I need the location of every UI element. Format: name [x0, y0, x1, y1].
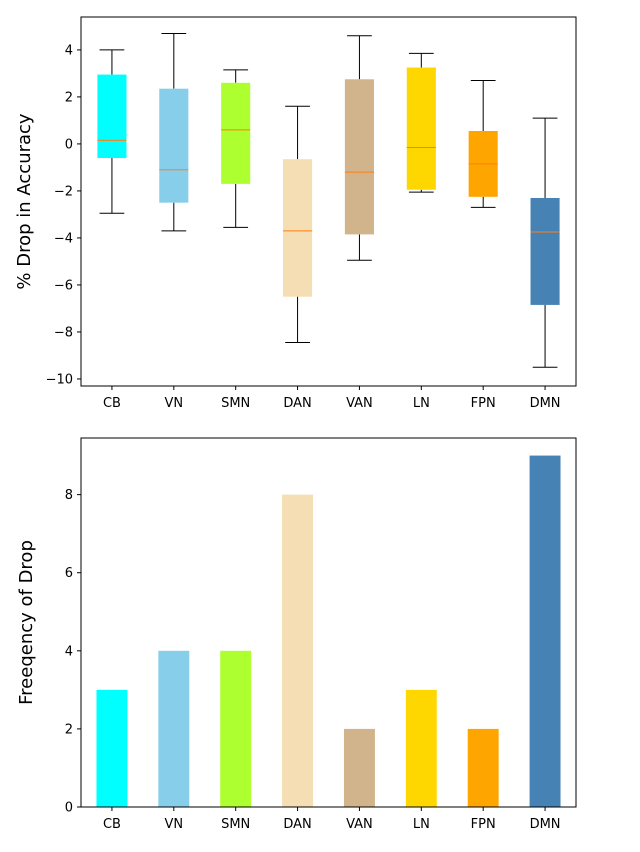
y-tick-label: −2 [54, 184, 73, 199]
y-tick-label: −10 [46, 372, 73, 387]
bar-chart: 0 2 4 6 8 CB VN SMN DAN VAN LN FPN DMN Freeqency of D… [16, 437, 577, 832]
x-tick-label: DMN [530, 817, 561, 832]
y-tick-label: −4 [54, 231, 73, 246]
box-dan [283, 105, 313, 344]
box-body [221, 82, 251, 184]
bar-fpn [467, 728, 499, 807]
x-tick-label: LN [413, 817, 430, 832]
x-tick-label: DAN [283, 396, 311, 411]
y-tick-label: 0 [65, 137, 73, 152]
box-fpn [468, 79, 498, 208]
x-tick-label: SMN [221, 817, 250, 832]
y-tick-label: 8 [65, 488, 73, 503]
x-tick-label: CB [103, 396, 121, 411]
box-plot-chart: 4 2 0 −2 −4 −6 −8 −10 CB VN SMN DAN VAN LN FPN DMN % Dro… [14, 16, 577, 411]
y-axis-label: Freeqency of Drop [16, 540, 37, 705]
bar-dmn [529, 455, 561, 807]
y-tick-label: 2 [65, 90, 73, 105]
box-body [283, 159, 313, 297]
box-ln [406, 52, 436, 193]
box-van [344, 35, 374, 261]
x-tick-label: VAN [346, 396, 373, 411]
box-body [159, 88, 189, 203]
bar-vn [158, 650, 190, 807]
x-tick-label: SMN [221, 396, 250, 411]
plot-frame [80, 16, 577, 387]
x-tick-label: FPN [471, 396, 496, 411]
y-tick-label: −8 [54, 325, 73, 340]
y-tick-label: 6 [65, 566, 73, 581]
y-tick-label: 4 [65, 43, 73, 58]
x-tick-label: VAN [346, 817, 373, 832]
bar-dan [282, 494, 314, 807]
x-tick-label: VN [165, 817, 184, 832]
box-body [97, 74, 127, 159]
box-body [344, 79, 374, 235]
box-body [406, 67, 436, 190]
bar-cb [96, 689, 128, 807]
box-smn [221, 69, 251, 228]
bar-ln [405, 689, 437, 807]
x-tick-label: VN [165, 396, 184, 411]
bar-van [343, 728, 375, 807]
plot-frame [80, 437, 577, 808]
y-tick-label: 2 [65, 722, 73, 737]
x-tick-label: FPN [471, 817, 496, 832]
y-tick-label: −6 [54, 278, 73, 293]
box-cb [97, 49, 127, 214]
box-dmn [530, 117, 560, 368]
x-tick-label: DMN [530, 396, 561, 411]
box-vn [159, 32, 189, 232]
bar-smn [220, 650, 252, 807]
box-body [530, 197, 560, 305]
x-tick-label: LN [413, 396, 430, 411]
x-tick-label: CB [103, 817, 121, 832]
y-axis-label: % Drop in Accuracy [14, 113, 35, 290]
y-tick-label: 0 [65, 801, 73, 816]
y-tick-label: 4 [65, 644, 73, 659]
x-tick-label: DAN [283, 817, 311, 832]
